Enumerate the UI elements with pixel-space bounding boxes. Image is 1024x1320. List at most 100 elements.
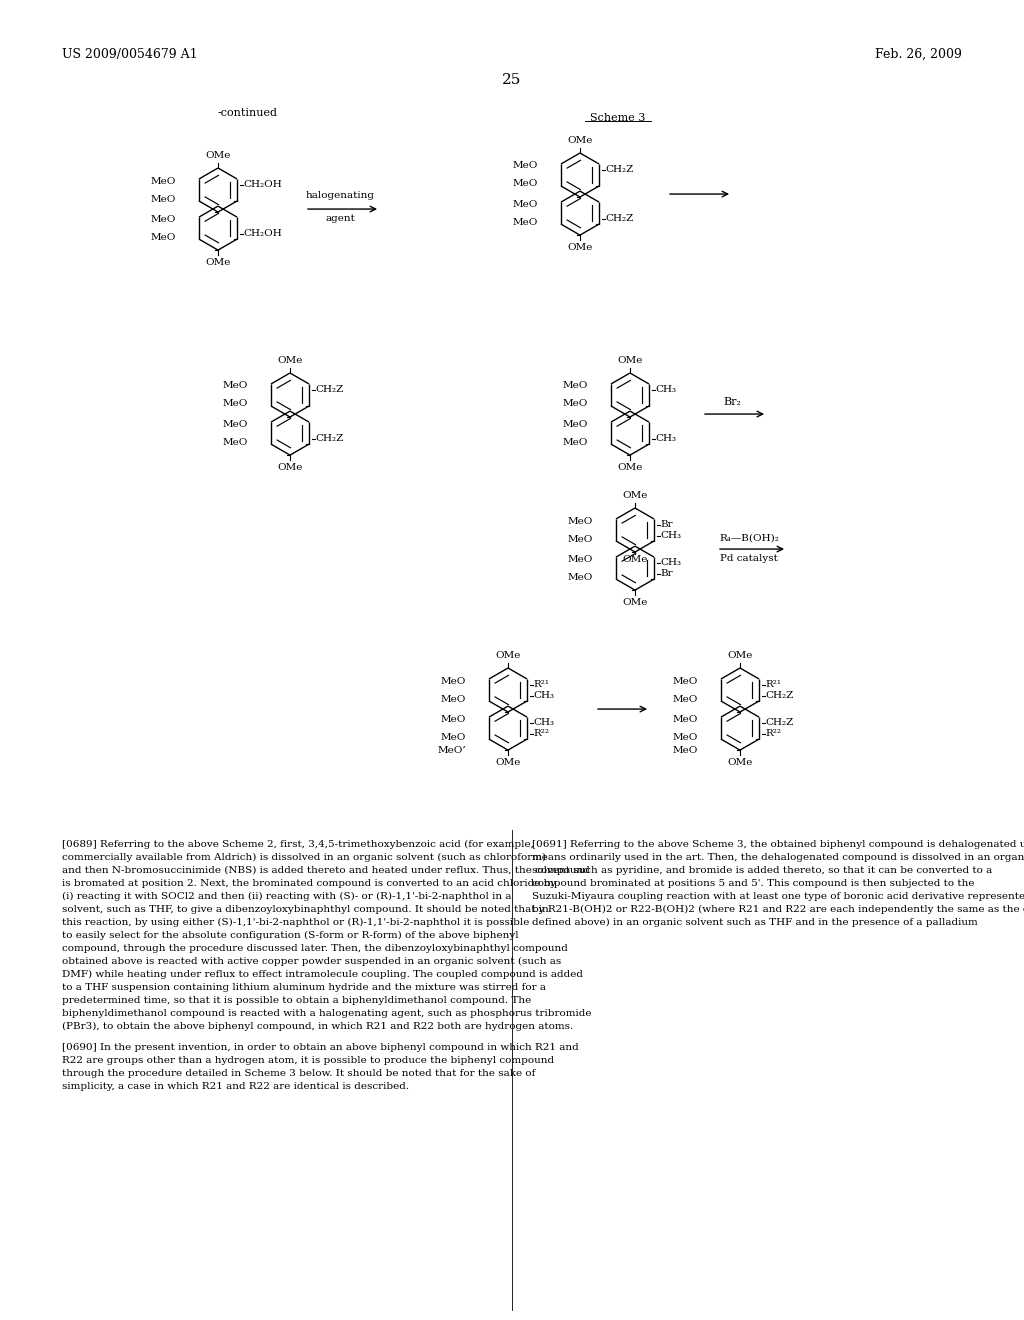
Text: solvent, such as THF, to give a dibenzoyloxybinaphthyl compound. It should be no: solvent, such as THF, to give a dibenzoy… bbox=[62, 906, 549, 913]
Text: and then N-bromosuccinimide (NBS) is added thereto and heated under reflux. Thus: and then N-bromosuccinimide (NBS) is add… bbox=[62, 866, 590, 875]
Text: R₄—B(OH)₂: R₄—B(OH)₂ bbox=[719, 533, 779, 543]
Text: Feb. 26, 2009: Feb. 26, 2009 bbox=[876, 48, 962, 61]
Text: MeO: MeO bbox=[562, 381, 588, 391]
Text: OMe: OMe bbox=[617, 463, 643, 473]
Text: through the procedure detailed in Scheme 3 below. It should be noted that for th: through the procedure detailed in Scheme… bbox=[62, 1069, 536, 1078]
Text: Suzuki-Miyaura coupling reaction with at least one type of boronic acid derivati: Suzuki-Miyaura coupling reaction with at… bbox=[532, 892, 1024, 902]
Text: MeO: MeO bbox=[673, 676, 698, 685]
Text: MeO: MeO bbox=[222, 438, 248, 446]
Text: CH₂OH: CH₂OH bbox=[243, 230, 282, 238]
Text: CH₂OH: CH₂OH bbox=[243, 180, 282, 189]
Text: OMe: OMe bbox=[567, 136, 593, 145]
Text: R²²: R²² bbox=[765, 729, 781, 738]
Text: CH₃: CH₃ bbox=[655, 434, 676, 444]
Text: OMe: OMe bbox=[623, 598, 648, 607]
Text: MeO: MeO bbox=[513, 161, 538, 170]
Text: MeO: MeO bbox=[513, 199, 538, 209]
Text: MeO: MeO bbox=[567, 554, 593, 564]
Text: halogenating: halogenating bbox=[305, 191, 375, 201]
Text: (PBr3), to obtain the above biphenyl compound, in which R21 and R22 both are hyd: (PBr3), to obtain the above biphenyl com… bbox=[62, 1022, 573, 1031]
Text: OMe: OMe bbox=[278, 463, 303, 473]
Text: MeO: MeO bbox=[222, 400, 248, 408]
Text: CH₃: CH₃ bbox=[660, 558, 681, 568]
Text: commercially available from Aldrich) is dissolved in an organic solvent (such as: commercially available from Aldrich) is … bbox=[62, 853, 546, 862]
Text: Scheme 3: Scheme 3 bbox=[590, 114, 646, 123]
Text: CH₂Z: CH₂Z bbox=[765, 718, 794, 727]
Text: to easily select for the absolute configuration (S-form or R-form) of the above : to easily select for the absolute config… bbox=[62, 931, 518, 940]
Text: CH₃: CH₃ bbox=[660, 531, 681, 540]
Text: this reaction, by using either (S)-1,1'-bi-2-naphthol or (R)-1,1'-bi-2-naphthol : this reaction, by using either (S)-1,1'-… bbox=[62, 917, 529, 927]
Text: [0690] In the present invention, in order to obtain an above biphenyl compound i: [0690] In the present invention, in orde… bbox=[62, 1043, 579, 1052]
Text: Br: Br bbox=[660, 569, 673, 578]
Text: MeO: MeO bbox=[151, 232, 176, 242]
Text: by R21-B(OH)2 or R22-B(OH)2 (where R21 and R22 are each independently the same a: by R21-B(OH)2 or R22-B(OH)2 (where R21 a… bbox=[532, 906, 1024, 915]
Text: [0691] Referring to the above Scheme 3, the obtained biphenyl compound is dehalo: [0691] Referring to the above Scheme 3, … bbox=[532, 840, 1024, 849]
Text: solvent such as pyridine, and bromide is added thereto, so that it can be conver: solvent such as pyridine, and bromide is… bbox=[532, 866, 992, 875]
Text: CH₃: CH₃ bbox=[534, 690, 554, 700]
Text: OMe: OMe bbox=[617, 356, 643, 366]
Text: R²²: R²² bbox=[534, 729, 549, 738]
Text: R²¹: R²¹ bbox=[534, 680, 549, 689]
Text: simplicity, a case in which R21 and R22 are identical is described.: simplicity, a case in which R21 and R22 … bbox=[62, 1082, 410, 1092]
Text: to a THF suspension containing lithium aluminum hydride and the mixture was stir: to a THF suspension containing lithium a… bbox=[62, 983, 546, 993]
Text: MeO: MeO bbox=[151, 177, 176, 186]
Text: -continued: -continued bbox=[218, 108, 278, 117]
Text: CH₂Z: CH₂Z bbox=[605, 165, 634, 174]
Text: compound brominated at positions 5 and 5'. This compound is then subjected to th: compound brominated at positions 5 and 5… bbox=[532, 879, 975, 888]
Text: biphenyldimethanol compound is reacted with a halogenating agent, such as phosph: biphenyldimethanol compound is reacted w… bbox=[62, 1008, 592, 1018]
Text: Pd catalyst: Pd catalyst bbox=[720, 554, 778, 564]
Text: R²¹: R²¹ bbox=[765, 680, 781, 689]
Text: MeO: MeO bbox=[513, 218, 538, 227]
Text: agent: agent bbox=[325, 214, 355, 223]
Text: OMe: OMe bbox=[496, 651, 520, 660]
Text: MeO: MeO bbox=[562, 438, 588, 446]
Text: MeO: MeO bbox=[440, 676, 466, 685]
Text: OMe: OMe bbox=[206, 150, 230, 160]
Text: OMe: OMe bbox=[727, 758, 753, 767]
Text: MeO: MeO bbox=[567, 535, 593, 544]
Text: means ordinarily used in the art. Then, the dehalogenated compound is dissolved : means ordinarily used in the art. Then, … bbox=[532, 853, 1024, 862]
Text: MeO: MeO bbox=[151, 215, 176, 223]
Text: defined above) in an organic solvent such as THF and in the presence of a pallad: defined above) in an organic solvent suc… bbox=[532, 917, 978, 927]
Text: MeO: MeO bbox=[562, 420, 588, 429]
Text: CH₂Z: CH₂Z bbox=[605, 214, 634, 223]
Text: R22 are groups other than a hydrogen atom, it is possible to produce the bipheny: R22 are groups other than a hydrogen ato… bbox=[62, 1056, 554, 1065]
Text: MeO: MeO bbox=[567, 573, 593, 582]
Text: MeO: MeO bbox=[222, 420, 248, 429]
Text: OMe: OMe bbox=[727, 651, 753, 660]
Text: OMe: OMe bbox=[206, 259, 230, 267]
Text: MeO: MeO bbox=[673, 733, 698, 742]
Text: MeO: MeO bbox=[673, 746, 698, 755]
Text: CH₂Z: CH₂Z bbox=[765, 690, 794, 700]
Text: CH₂Z: CH₂Z bbox=[315, 434, 343, 444]
Text: MeO: MeO bbox=[673, 714, 698, 723]
Text: OMe: OMe bbox=[623, 491, 648, 500]
Text: MeO: MeO bbox=[440, 694, 466, 704]
Text: compound, through the procedure discussed later. Then, the dibenzoyloxybinaphthy: compound, through the procedure discusse… bbox=[62, 944, 568, 953]
Text: MeO: MeO bbox=[673, 694, 698, 704]
Text: MeO: MeO bbox=[513, 180, 538, 189]
Text: Br₂: Br₂ bbox=[723, 397, 741, 407]
Text: OMe: OMe bbox=[496, 758, 520, 767]
Text: MeO: MeO bbox=[151, 194, 176, 203]
Text: MeO: MeO bbox=[440, 733, 466, 742]
Text: predetermined time, so that it is possible to obtain a biphenyldimethanol compou: predetermined time, so that it is possib… bbox=[62, 997, 531, 1005]
Text: US 2009/0054679 A1: US 2009/0054679 A1 bbox=[62, 48, 198, 61]
Text: (i) reacting it with SOCl2 and then (ii) reacting with (S)- or (R)-1,1'-bi-2-nap: (i) reacting it with SOCl2 and then (ii)… bbox=[62, 892, 512, 902]
Text: 25: 25 bbox=[503, 73, 521, 87]
Text: is bromated at position 2. Next, the brominated compound is converted to an acid: is bromated at position 2. Next, the bro… bbox=[62, 879, 556, 888]
Text: CH₃: CH₃ bbox=[655, 385, 676, 393]
Text: Br: Br bbox=[660, 520, 673, 529]
Text: OMe: OMe bbox=[567, 243, 593, 252]
Text: obtained above is reacted with active copper powder suspended in an organic solv: obtained above is reacted with active co… bbox=[62, 957, 561, 966]
Text: OMe: OMe bbox=[623, 554, 648, 564]
Text: [0689] Referring to the above Scheme 2, first, 3,4,5-trimethoxybenzoic acid (for: [0689] Referring to the above Scheme 2, … bbox=[62, 840, 534, 849]
Text: CH₃: CH₃ bbox=[534, 718, 554, 727]
Text: MeO’: MeO’ bbox=[437, 746, 466, 755]
Text: OMe: OMe bbox=[278, 356, 303, 366]
Text: MeO: MeO bbox=[222, 381, 248, 391]
Text: MeO: MeO bbox=[440, 714, 466, 723]
Text: MeO: MeO bbox=[562, 400, 588, 408]
Text: DMF) while heating under reflux to effect intramolecule coupling. The coupled co: DMF) while heating under reflux to effec… bbox=[62, 970, 583, 979]
Text: MeO: MeO bbox=[567, 516, 593, 525]
